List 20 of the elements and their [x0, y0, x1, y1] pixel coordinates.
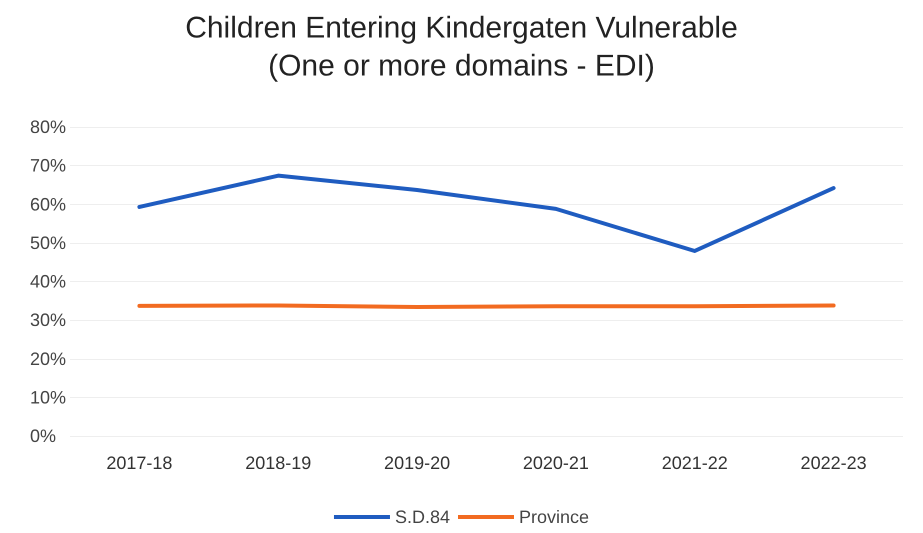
x-tick-label: 2019-20 — [384, 453, 450, 473]
chart-title: Children Entering Kindergaten Vulnerable — [185, 12, 738, 44]
x-tick-label: 2021-22 — [662, 453, 728, 473]
x-tick-label: 2018-19 — [245, 453, 312, 473]
x-tick-label: 2017-18 — [106, 453, 172, 473]
x-tick-label: 2020-21 — [522, 453, 589, 473]
y-tick-label: 10% — [30, 387, 66, 408]
legend-label: S.D.84 — [394, 507, 450, 527]
chart-subtitle: (One or more domains - EDI) — [268, 50, 655, 82]
y-tick-label: 60% — [30, 194, 66, 214]
y-tick-label: 40% — [30, 272, 66, 292]
legend-label: Province — [519, 507, 590, 527]
y-tick-label: 80% — [30, 117, 66, 137]
y-tick-label: 30% — [30, 310, 66, 330]
y-tick-label: 70% — [30, 156, 66, 176]
y-tick-label: 20% — [30, 348, 66, 369]
y-tick-label: 0% — [30, 426, 56, 446]
line-series — [137, 174, 836, 253]
x-tick-label: 2022-23 — [800, 453, 867, 473]
y-tick-label: 50% — [30, 232, 66, 253]
